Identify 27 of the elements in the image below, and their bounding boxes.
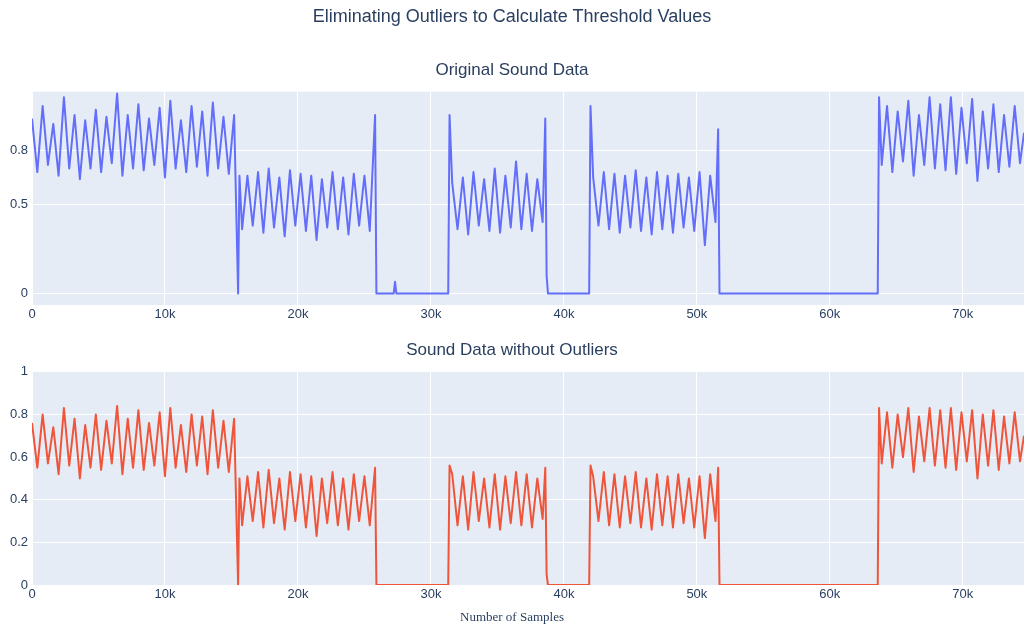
x-tick-label: 10k bbox=[154, 586, 176, 602]
y-tick-label: 0.6 bbox=[9, 448, 28, 464]
y-tick-label: 0.2 bbox=[9, 533, 28, 549]
x-tick-label: 70k bbox=[952, 586, 974, 602]
x-tick-label: 20k bbox=[287, 586, 309, 602]
x-tick-label: 50k bbox=[686, 306, 708, 322]
chart-title: Eliminating Outliers to Calculate Threshold Values bbox=[311, 6, 713, 27]
y-tick-label: 0.8 bbox=[9, 142, 28, 158]
x-tick-label: 60k bbox=[819, 306, 841, 322]
y-tick-label: 0 bbox=[20, 576, 28, 592]
x-tick-label: 60k bbox=[819, 586, 841, 602]
y-tick-label: 1 bbox=[20, 363, 28, 379]
x-tick-label: 50k bbox=[686, 586, 708, 602]
x-tick-label: 70k bbox=[952, 306, 974, 322]
x-tick-label: 20k bbox=[287, 306, 309, 322]
x-tick-label: 40k bbox=[553, 306, 575, 322]
x-tick-label: 30k bbox=[420, 306, 442, 322]
x-tick-label: 30k bbox=[420, 586, 442, 602]
x-tick-label: 40k bbox=[553, 586, 575, 602]
y-tick-label: 0 bbox=[20, 284, 28, 300]
chart-subtitle: Original Sound Data bbox=[434, 60, 590, 80]
x-axis-title: Number of Samples bbox=[459, 609, 565, 625]
y-tick-label: 0.4 bbox=[9, 491, 28, 507]
chart-title: Sound Data without Outliers bbox=[405, 340, 619, 360]
y-tick-label: 0.8 bbox=[9, 406, 28, 422]
y-tick-label: 0.5 bbox=[9, 195, 28, 211]
x-tick-label: 10k bbox=[154, 306, 176, 322]
